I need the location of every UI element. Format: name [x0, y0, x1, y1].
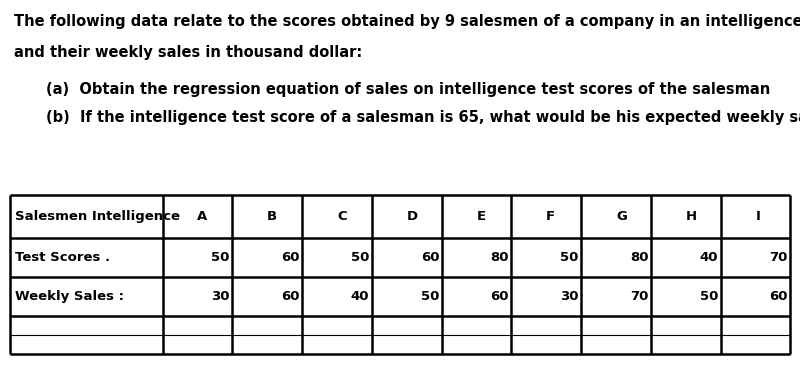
Text: Weekly Sales :: Weekly Sales : — [15, 290, 124, 303]
Text: (b)  If the intelligence test score of a salesman is 65, what would be his expec: (b) If the intelligence test score of a … — [46, 110, 800, 125]
Text: C: C — [337, 210, 346, 223]
Text: 50: 50 — [560, 251, 578, 264]
Text: A: A — [198, 210, 208, 223]
Text: H: H — [686, 210, 697, 223]
Text: 50: 50 — [700, 290, 718, 303]
Text: Test Scores .: Test Scores . — [15, 251, 110, 264]
Text: and their weekly sales in thousand dollar:: and their weekly sales in thousand dolla… — [14, 45, 362, 60]
Text: 80: 80 — [630, 251, 649, 264]
Text: E: E — [477, 210, 486, 223]
Text: I: I — [755, 210, 760, 223]
Text: 70: 70 — [770, 251, 788, 264]
Text: 80: 80 — [490, 251, 509, 264]
Text: 30: 30 — [560, 290, 578, 303]
Text: 60: 60 — [490, 290, 509, 303]
Text: 60: 60 — [281, 290, 300, 303]
Text: 60: 60 — [421, 251, 439, 264]
Text: 60: 60 — [770, 290, 788, 303]
Text: 50: 50 — [421, 290, 439, 303]
Text: 60: 60 — [281, 251, 300, 264]
Text: Salesmen Intelligence: Salesmen Intelligence — [15, 210, 180, 223]
Text: 30: 30 — [211, 290, 230, 303]
Text: 40: 40 — [351, 290, 370, 303]
Text: 50: 50 — [211, 251, 230, 264]
Text: (a)  Obtain the regression equation of sales on intelligence test scores of the : (a) Obtain the regression equation of sa… — [46, 82, 770, 97]
Text: D: D — [406, 210, 418, 223]
Text: 70: 70 — [630, 290, 649, 303]
Text: The following data relate to the scores obtained by 9 salesmen of a company in a: The following data relate to the scores … — [14, 14, 800, 29]
Text: B: B — [267, 210, 278, 223]
Text: F: F — [546, 210, 555, 223]
Text: 40: 40 — [700, 251, 718, 264]
Text: G: G — [616, 210, 627, 223]
Text: 50: 50 — [351, 251, 370, 264]
